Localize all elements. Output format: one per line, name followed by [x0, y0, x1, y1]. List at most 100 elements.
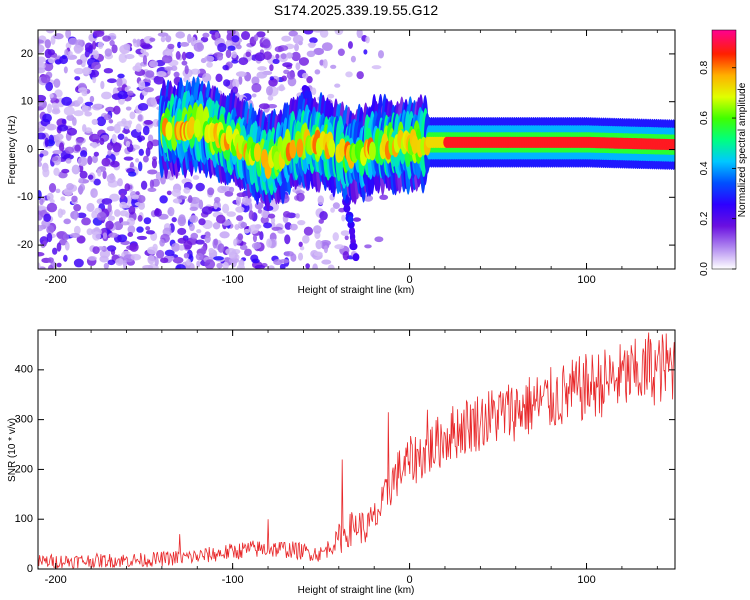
spectrogram-blob	[215, 73, 223, 83]
snr-x-tick-label: 0	[407, 574, 413, 586]
spectrogram-x-tick-label: -200	[45, 274, 67, 286]
spectrogram-blob	[204, 259, 216, 269]
spectrogram-blob	[81, 217, 91, 226]
spectrogram-blob	[84, 49, 90, 58]
spectrogram-blob	[216, 214, 226, 224]
snr-x-ticks: -200 -100 0 100	[45, 330, 658, 586]
spectrogram-blob	[92, 246, 100, 255]
spectrogram-blob	[125, 106, 132, 111]
spectrogram-blob	[121, 118, 127, 125]
spectrogram-blob	[108, 119, 114, 124]
spectrogram-blob	[46, 202, 58, 213]
spectrogram-blob	[107, 259, 116, 266]
spectrogram-blob	[266, 238, 272, 248]
spectrogram-blob	[130, 253, 142, 261]
spectrogram-blob	[55, 133, 64, 141]
spectrogram-blob	[46, 103, 53, 114]
spectrogram-blob	[263, 51, 272, 60]
spectrogram-blob	[225, 49, 232, 59]
spectrogram-blob	[101, 91, 112, 100]
spectrogram-blob	[306, 76, 313, 84]
spectrogram-blob	[217, 243, 225, 253]
snr-panel: -200 -100 0 100 0 100 200 300 400 Height of str…	[7, 329, 676, 596]
spectrogram-blob	[236, 264, 245, 269]
spectrogram-blob	[138, 161, 143, 172]
spectrogram-y-tick-label: -20	[17, 239, 33, 251]
spectrogram-blob	[232, 79, 240, 89]
spectrogram-x-tick-label: -100	[222, 274, 244, 286]
spectrogram-blob	[68, 37, 78, 46]
spectrogram-blob	[142, 264, 154, 269]
spectrogram-blob	[84, 101, 94, 106]
spectrogram-blob	[101, 198, 113, 205]
spectrogram-blob	[183, 187, 191, 194]
spectrogram-blob	[213, 238, 219, 246]
spectrogram-blob	[91, 155, 98, 164]
spectrogram-blob	[99, 137, 105, 145]
spectrogram-blob	[106, 142, 113, 151]
spectrogram-blob	[313, 225, 322, 234]
spectrogram-blob	[356, 30, 363, 39]
spectrogram-blob	[248, 224, 260, 235]
spectrogram-blob	[103, 262, 109, 269]
spectrogram-blob	[299, 245, 305, 251]
spectrogram-blob	[53, 78, 61, 88]
spectrogram-blob	[84, 111, 93, 117]
spectrogram-blob	[175, 51, 181, 60]
colorbar-ticks: 0.0 0.2 0.4 0.6 0.8	[699, 60, 736, 276]
spectrogram-blob	[93, 151, 99, 157]
spectrogram-blob	[73, 110, 84, 117]
spectrogram-blob	[245, 51, 251, 58]
spectrogram-blob	[363, 49, 368, 55]
spectrogram-blob	[183, 76, 190, 83]
spectrogram-blob	[181, 51, 187, 61]
spectrogram-blob	[108, 232, 119, 238]
spectrogram-blob	[177, 41, 182, 49]
spectrogram-blob	[62, 233, 69, 241]
spectrogram-blobs	[38, 30, 675, 269]
spectrogram-blob	[160, 36, 166, 43]
spectrogram-blob	[39, 198, 44, 206]
spectrogram-blob	[106, 245, 117, 252]
spectrogram-blob	[177, 237, 187, 244]
spectrogram-blob	[145, 70, 155, 78]
spectrogram-blob	[226, 211, 237, 217]
spectrogram-blob	[253, 34, 259, 42]
spectrogram-blob	[183, 252, 190, 259]
spectrogram-blob	[125, 140, 131, 148]
spectrogram-blob	[142, 54, 148, 65]
spectrogram-blob	[97, 169, 102, 177]
spectrogram-signal-blob	[273, 151, 281, 171]
spectrogram-trace-blob	[303, 89, 310, 99]
spectrogram-blob	[189, 215, 199, 224]
spectrogram-blob	[137, 114, 143, 122]
spectrogram-x-tick-label: 100	[577, 274, 595, 286]
spectrogram-blob	[76, 235, 86, 244]
spectrogram-blob	[63, 218, 71, 225]
spectrogram-blob	[258, 103, 270, 110]
spectrogram-blob	[74, 76, 81, 81]
spectrogram-blob	[105, 106, 116, 113]
spectrogram-blob	[44, 137, 49, 148]
spectrogram-blob	[119, 217, 124, 224]
spectrogram-blob	[61, 168, 70, 174]
spectrogram-blob	[101, 157, 111, 167]
snr-series-line	[38, 332, 675, 569]
spectrogram-x-label: Height of straight line (km)	[298, 285, 415, 296]
spectrogram-blob	[217, 42, 227, 53]
spectrogram-blob	[122, 259, 128, 269]
spectrogram-blob	[87, 256, 97, 261]
spectrogram-blob	[193, 42, 205, 52]
spectrogram-blob	[185, 258, 191, 266]
spectrogram-x-ticks: -200 -100 0 100	[45, 30, 658, 286]
spectrogram-blob	[127, 231, 134, 238]
spectrogram-blob	[92, 231, 101, 241]
spectrogram-blob	[103, 114, 111, 121]
spectrogram-blob	[51, 108, 61, 115]
spectrogram-blob	[222, 64, 229, 71]
spectrogram-blob	[132, 65, 140, 72]
spectrogram-blob	[334, 244, 345, 250]
spectrogram-blob	[306, 50, 316, 58]
spectrogram-blob	[178, 214, 186, 225]
spectrogram-blob	[156, 249, 165, 259]
